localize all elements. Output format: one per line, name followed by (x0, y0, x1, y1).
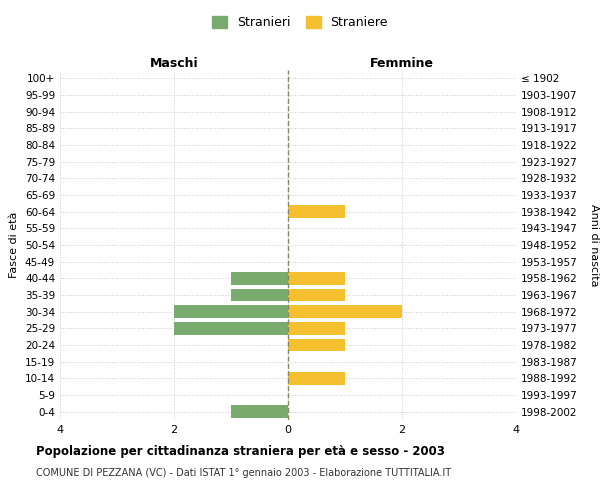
Text: Popolazione per cittadinanza straniera per età e sesso - 2003: Popolazione per cittadinanza straniera p… (36, 445, 445, 458)
Text: Maschi: Maschi (149, 57, 199, 70)
Bar (174, 322, 288, 334)
Bar (288, 339, 345, 351)
Bar (231, 272, 288, 284)
Legend: Stranieri, Straniere: Stranieri, Straniere (207, 11, 393, 34)
Bar (288, 289, 345, 301)
Bar (231, 406, 288, 418)
Bar (288, 272, 345, 284)
Bar (288, 206, 345, 218)
Text: Femmine: Femmine (370, 57, 434, 70)
Bar (288, 306, 402, 318)
Text: COMUNE DI PEZZANA (VC) - Dati ISTAT 1° gennaio 2003 - Elaborazione TUTTITALIA.IT: COMUNE DI PEZZANA (VC) - Dati ISTAT 1° g… (36, 468, 451, 477)
Bar (174, 306, 288, 318)
Bar (231, 289, 288, 301)
Bar (288, 372, 345, 384)
Y-axis label: Fasce di età: Fasce di età (10, 212, 19, 278)
Y-axis label: Anni di nascita: Anni di nascita (589, 204, 599, 286)
Bar (288, 322, 345, 334)
